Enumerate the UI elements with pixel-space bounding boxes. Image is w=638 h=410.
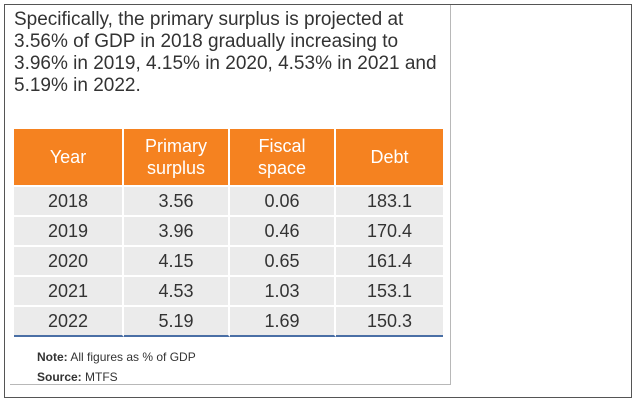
header-fiscal-space: Fiscal space	[230, 129, 336, 185]
table-row: 2018 3.56 0.06 183.1	[14, 185, 443, 215]
source-text: MTFS	[81, 370, 118, 384]
table-row: 2019 3.96 0.46 170.4	[14, 215, 443, 245]
cell-fiscal-space: 1.03	[230, 275, 336, 305]
cell-year: 2020	[14, 245, 124, 275]
note-text: All figures as % of GDP	[67, 350, 196, 364]
table-row: 2020 4.15 0.65 161.4	[14, 245, 443, 275]
cell-year: 2022	[14, 305, 124, 337]
cell-primary-surplus: 3.96	[124, 215, 230, 245]
table-row: 2022 5.19 1.69 150.3	[14, 305, 443, 337]
table-header-row: Year Primary surplus Fiscal space Debt	[14, 129, 443, 185]
table-note: Note: All figures as % of GDP	[37, 350, 196, 364]
intro-paragraph: Specifically, the primary surplus is pro…	[14, 9, 437, 96]
header-primary-surplus-label: Primary surplus	[145, 136, 207, 178]
header-fiscal-space-label: Fiscal space	[257, 136, 307, 178]
note-label: Note:	[37, 350, 68, 364]
cell-year: 2018	[14, 185, 124, 215]
cell-debt: 150.3	[336, 305, 443, 337]
cell-fiscal-space: 1.69	[230, 305, 336, 337]
cell-fiscal-space: 0.46	[230, 215, 336, 245]
header-year: Year	[14, 129, 124, 185]
cell-year: 2021	[14, 275, 124, 305]
content-panel: Specifically, the primary surplus is pro…	[10, 5, 451, 385]
cell-primary-surplus: 4.15	[124, 245, 230, 275]
cell-debt: 161.4	[336, 245, 443, 275]
table-source: Source: MTFS	[37, 370, 118, 384]
cell-debt: 153.1	[336, 275, 443, 305]
header-primary-surplus: Primary surplus	[124, 129, 230, 185]
table-row: 2021 4.53 1.03 153.1	[14, 275, 443, 305]
cell-primary-surplus: 3.56	[124, 185, 230, 215]
cell-primary-surplus: 5.19	[124, 305, 230, 337]
cell-debt: 170.4	[336, 215, 443, 245]
cell-primary-surplus: 4.53	[124, 275, 230, 305]
source-label: Source:	[37, 370, 82, 384]
cell-fiscal-space: 0.65	[230, 245, 336, 275]
outer-frame	[4, 4, 632, 398]
cell-year: 2019	[14, 215, 124, 245]
cell-fiscal-space: 0.06	[230, 185, 336, 215]
fiscal-table: Year Primary surplus Fiscal space Debt 2…	[14, 129, 443, 337]
header-debt: Debt	[336, 129, 443, 185]
cell-debt: 183.1	[336, 185, 443, 215]
